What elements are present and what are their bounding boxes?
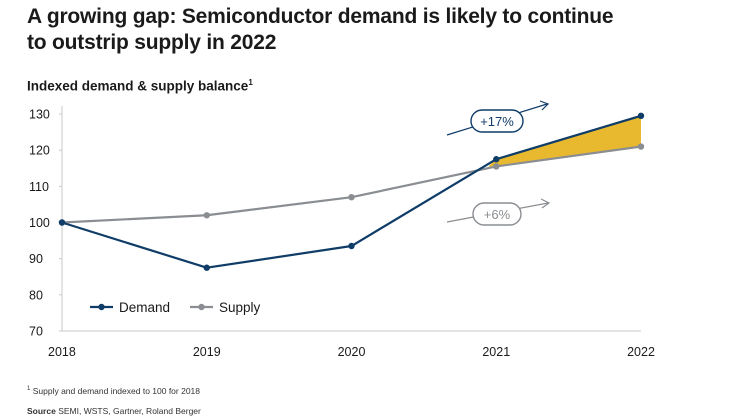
supply-line	[61, 145, 642, 224]
demand-point	[58, 219, 66, 226]
supply-point	[637, 143, 645, 150]
legend-demand-label: Demand	[119, 300, 170, 315]
chart-subtitle: Indexed demand & supply balance1	[27, 78, 253, 94]
legend-supply-swatch-point	[198, 303, 205, 311]
footnote-marker: 1	[27, 386, 31, 393]
source-text: SEMI, WSTS, Gartner, Roland Berger	[58, 406, 201, 416]
demand-point	[493, 156, 500, 163]
footnote: 1 Supply and demand indexed to 100 for 2…	[27, 386, 200, 396]
y-tick-label: 120	[29, 144, 50, 158]
source-label: Source	[27, 406, 56, 416]
subtitle-text: Indexed demand & supply balance	[27, 78, 249, 94]
demand-growth-arrowhead	[539, 100, 550, 111]
supply-growth-annotation-pill	[472, 202, 522, 226]
y-tick-label: 100	[29, 216, 50, 230]
demand-point	[637, 112, 645, 120]
chart-title: A growing gap: Semiconductor demand is l…	[27, 4, 727, 56]
supply-point	[493, 163, 500, 170]
demand-supply-gap-area	[488, 115, 641, 167]
y-tick-label: 70	[29, 325, 43, 339]
y-tick-label: 110	[29, 180, 49, 194]
legend-demand-swatch-point	[98, 303, 105, 311]
title-line-1: A growing gap: Semiconductor demand is l…	[27, 5, 614, 28]
supply-point	[203, 212, 210, 219]
supply-growth-arrowhead	[540, 198, 551, 209]
x-tick-label: 2020	[338, 345, 366, 359]
supply-growth-annotation-label: +6%	[484, 207, 511, 222]
source-line: Source SEMI, WSTS, Gartner, Roland Berge…	[27, 406, 201, 416]
demand-growth-annotation-label: +17%	[480, 114, 514, 129]
x-tick-label: 2021	[482, 345, 510, 359]
title-line-2: to outstrip supply in 2022	[27, 31, 277, 54]
x-tick-label: 2022	[627, 345, 655, 359]
legend-supply-label: Supply	[219, 300, 261, 315]
subtitle-footnote-marker: 1	[248, 78, 253, 87]
x-tick-label: 2019	[193, 345, 221, 359]
y-tick-label: 80	[29, 288, 43, 302]
supply-point	[348, 193, 355, 201]
demand-growth-annotation-pill	[470, 109, 524, 133]
y-tick-label: 90	[29, 252, 43, 266]
demand-point	[203, 264, 210, 271]
y-tick-label: 130	[29, 108, 50, 122]
footnote-text: Supply and demand indexed to 100 for 201…	[32, 386, 201, 396]
x-tick-label: 2018	[48, 345, 76, 359]
demand-point	[348, 242, 355, 250]
